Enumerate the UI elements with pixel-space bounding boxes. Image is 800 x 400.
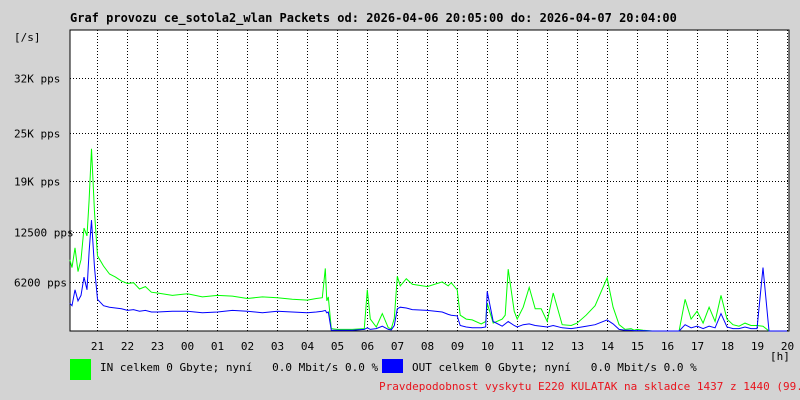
x-tick-label: 23 bbox=[151, 340, 164, 353]
legend-in-text: IN celkem 0 Gbyte; nyní 0.0 Mbit/s 0.0 % bbox=[100, 361, 379, 374]
x-tick-label: 11 bbox=[511, 340, 524, 353]
y-tick-label: 12500 pps bbox=[14, 227, 74, 240]
y-axis-label: [/s] bbox=[14, 31, 41, 44]
x-tick-label: 17 bbox=[691, 340, 704, 353]
legend-out-swatch bbox=[382, 359, 403, 373]
x-tick-label: 04 bbox=[301, 340, 315, 353]
x-tick-label: 08 bbox=[421, 340, 434, 353]
footer-note: Pravdepodobnost vyskytu E220 KULATAK na … bbox=[379, 380, 800, 393]
x-tick-label: 13 bbox=[571, 340, 584, 353]
x-tick-label: 06 bbox=[361, 340, 374, 353]
x-tick-label: 15 bbox=[631, 340, 644, 353]
legend-out-text: OUT celkem 0 Gbyte; nyní 0.0 Mbit/s 0.0 … bbox=[412, 361, 697, 374]
x-tick-label: 05 bbox=[331, 340, 344, 353]
x-tick-labels: 21 22 23 00 01 02 03 04 05 06 07 08 09 10 11 12 13 14 15 16… bbox=[91, 340, 794, 353]
x-tick-label: 19 bbox=[751, 340, 764, 353]
x-tick-label: 16 bbox=[661, 340, 674, 353]
x-tick-label: 01 bbox=[211, 340, 224, 353]
x-tick-label: 20 bbox=[781, 340, 794, 353]
x-tick-label: 02 bbox=[241, 340, 254, 353]
y-tick-label: 6200 pps bbox=[14, 277, 67, 290]
x-tick-label: 12 bbox=[541, 340, 554, 353]
chart-title: Graf provozu ce_sotola2_wlan Packets od:… bbox=[70, 11, 677, 26]
x-tick-label: 10 bbox=[481, 340, 494, 353]
x-tick-label: 03 bbox=[271, 340, 284, 353]
x-tick-label: 09 bbox=[451, 340, 464, 353]
x-axis-label: [h] bbox=[770, 350, 790, 363]
x-tick-label: 22 bbox=[121, 340, 134, 353]
series-line-out bbox=[69, 220, 787, 332]
plot-area bbox=[69, 29, 790, 332]
y-tick-label: 19K pps bbox=[14, 176, 60, 189]
x-tick-label: 14 bbox=[601, 340, 615, 353]
x-tick-label: 18 bbox=[721, 340, 734, 353]
series-lines bbox=[69, 148, 787, 332]
x-tick-label: 21 bbox=[91, 340, 104, 353]
y-tick-labels: 6200 pps 12500 pps 19K pps 25K pps 32K pps bbox=[14, 73, 74, 290]
x-tick-label: 07 bbox=[391, 340, 404, 353]
legend-in-swatch bbox=[70, 359, 91, 380]
y-tick-label: 32K pps bbox=[14, 73, 60, 86]
grid-lines bbox=[70, 30, 789, 331]
x-tick-label: 00 bbox=[181, 340, 194, 353]
y-tick-label: 25K pps bbox=[14, 128, 60, 141]
